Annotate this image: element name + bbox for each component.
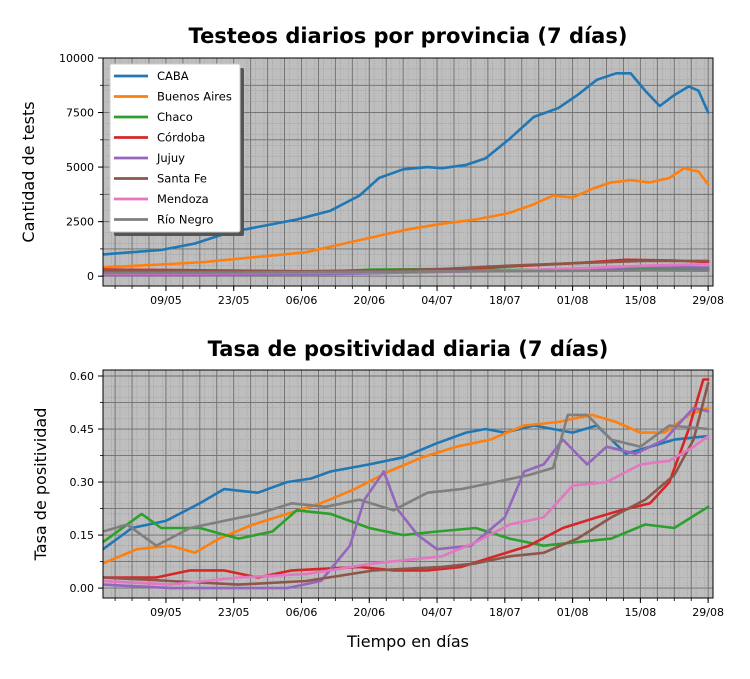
chart-title: Tasa de positividad diaria (7 días) [208, 337, 609, 361]
legend-label: Mendoza [157, 192, 209, 206]
y-tick-label: 10000 [59, 52, 94, 65]
x-tick-label: 04/07 [421, 606, 453, 619]
series-line-santa-fe [103, 259, 710, 273]
plot-frame [102, 369, 714, 599]
series-line-caba [103, 72, 710, 256]
series-lines [103, 378, 710, 590]
x-tick-label: 29/08 [692, 294, 724, 307]
x-axis-label: Tiempo en días [346, 632, 469, 651]
x-tick-label: 01/08 [557, 294, 589, 307]
y-tick-label: 0.45 [70, 423, 95, 436]
y-tick-label: 2500 [66, 216, 94, 229]
x-tick-label: 23/05 [218, 606, 250, 619]
series-line-santa-fe [103, 381, 710, 586]
legend: CABA Buenos Aires Chaco Córdoba Jujuy Santa F… [109, 63, 244, 236]
x-tick-label: 23/05 [218, 294, 250, 307]
y-tick-label: 0.60 [70, 370, 95, 383]
chart-title: Testeos diarios por provincia (7 días) [189, 24, 628, 48]
legend-label: Río Negro [157, 213, 213, 227]
legend-label: Santa Fe [157, 172, 207, 186]
legend-label: CABA [157, 69, 189, 83]
legend-label: Córdoba [157, 131, 205, 145]
chart-panel-2: 09/05 23/05 06/06 20/06 04/07 18/07 01/08 15/08… [31, 337, 724, 651]
x-tick-label: 09/05 [150, 294, 182, 307]
x-tick-label: 29/08 [692, 606, 724, 619]
series-lines [103, 72, 710, 277]
x-tick-label: 06/06 [286, 606, 318, 619]
series-line-r-o-negro [103, 269, 710, 275]
x-tick-label: 20/06 [353, 294, 385, 307]
series-line-buenos-aires [103, 166, 710, 269]
legend-label: Buenos Aires [157, 90, 232, 104]
y-tick-label: 0.15 [70, 529, 95, 542]
series-line-r-o-negro [103, 413, 710, 548]
y-tick-label: 5000 [66, 161, 94, 174]
x-tick-label: 15/08 [625, 294, 657, 307]
plot-background [103, 370, 713, 598]
chart-panel-1: 09/05 23/05 06/06 20/06 04/07 18/07 01/08 15/08… [19, 24, 724, 307]
y-axis-label: Cantidad de tests [19, 101, 38, 242]
x-tick-label: 01/08 [557, 606, 589, 619]
y-tick-label: 0.00 [70, 582, 95, 595]
y-tick-label: 7500 [66, 107, 94, 120]
y-axis-label: Tasa de positividad [31, 408, 50, 562]
x-tick-label: 09/05 [150, 606, 182, 619]
x-tick-label: 04/07 [421, 294, 453, 307]
x-tick-label: 15/08 [625, 606, 657, 619]
x-tick-label: 18/07 [489, 294, 521, 307]
legend-label: Chaco [157, 110, 193, 124]
plot-frame [102, 57, 714, 287]
x-tick-label: 06/06 [286, 294, 318, 307]
y-tick-label: 0 [87, 270, 94, 283]
y-tick-label: 0.30 [70, 476, 95, 489]
series-line-buenos-aires [103, 406, 710, 565]
x-tick-label: 20/06 [353, 606, 385, 619]
series-line-chaco [103, 505, 710, 548]
legend-box [109, 63, 241, 233]
legend-label: Jujuy [156, 151, 185, 165]
x-tick-label: 18/07 [489, 606, 521, 619]
series-line-mendoza [103, 434, 710, 586]
